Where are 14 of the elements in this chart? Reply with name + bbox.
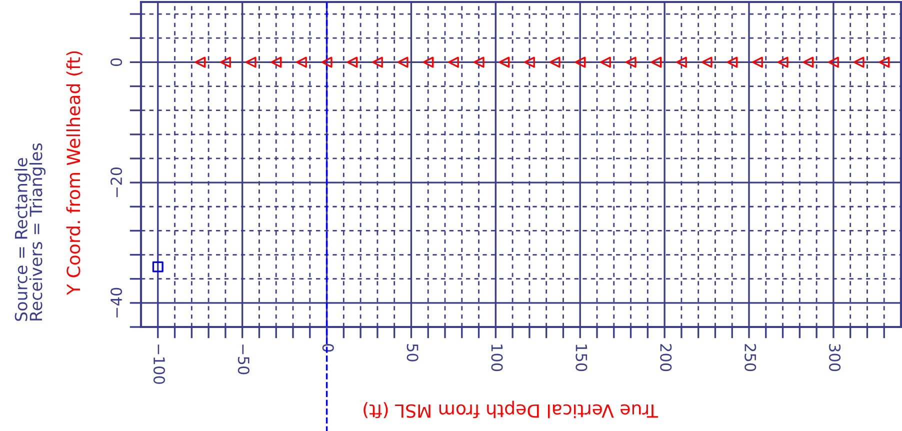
x-tick-label: 100 bbox=[491, 344, 503, 372]
y-tick-label: −40 bbox=[110, 288, 122, 318]
x-tick-label: 200 bbox=[660, 344, 672, 372]
y-axis-title: Y Coord. from Wellhead (ft) bbox=[66, 51, 82, 296]
y-tick-label: 0 bbox=[110, 58, 122, 66]
x-tick-label: 50 bbox=[406, 344, 418, 362]
x-axis-title: True Vertical Depth from MSL (ft) bbox=[364, 400, 658, 418]
x-tick-label: −100 bbox=[153, 344, 166, 384]
x-tick-label: 150 bbox=[576, 344, 588, 372]
x-tick-label: −50 bbox=[238, 344, 250, 374]
x-tick-label: 250 bbox=[744, 344, 756, 372]
x-tick-label: 300 bbox=[829, 344, 841, 372]
y-tick-label: −20 bbox=[110, 167, 122, 198]
text: Receivers = Triangles bbox=[29, 143, 46, 320]
